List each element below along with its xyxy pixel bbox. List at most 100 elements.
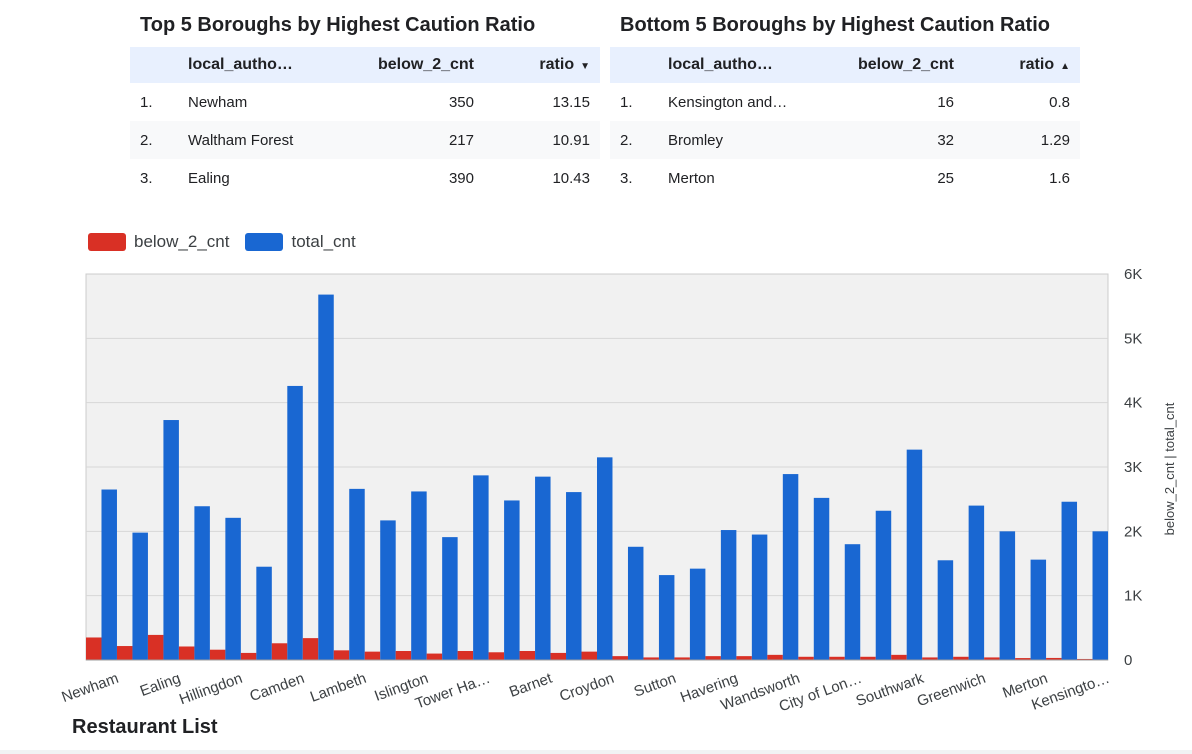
bar-total_cnt	[504, 500, 520, 660]
bar-total_cnt	[163, 420, 179, 660]
bar-total_cnt	[473, 475, 489, 660]
bar-total_cnt	[782, 474, 799, 660]
bar-below_2_cnt	[333, 650, 350, 660]
bar-below_2_cnt	[984, 657, 1000, 660]
row-ratio: 13.15	[552, 93, 590, 111]
x-tick-label: Croydon	[557, 670, 616, 705]
x-tick-label: Lambeth	[308, 670, 369, 706]
bar-below_2_cnt	[116, 646, 133, 660]
bar-total_cnt	[937, 560, 954, 660]
table-row: 1. Newham 350 13.15	[130, 83, 600, 121]
bar-total_cnt	[442, 537, 458, 660]
bar-below_2_cnt	[1046, 657, 1062, 660]
bar-below_2_cnt	[550, 652, 567, 660]
bar-below_2_cnt	[922, 657, 938, 660]
bar-total_cnt	[658, 575, 675, 660]
row-name: Bromley	[658, 121, 826, 159]
bar-total_cnt	[566, 492, 582, 660]
bar-total_cnt	[875, 510, 892, 660]
legend-swatch-blue	[245, 233, 284, 251]
column-header-ratio[interactable]: ratio ▲	[964, 47, 1080, 83]
row-rank: 3.	[140, 169, 153, 187]
bar-total_cnt	[132, 532, 148, 660]
top-table-title: Top 5 Boroughs by Highest Caution Ratio	[140, 14, 536, 36]
bar-below_2_cnt	[519, 650, 536, 660]
column-header-below-2-cnt[interactable]: below_2_cnt	[826, 47, 964, 83]
bottom-table-title: Bottom 5 Boroughs by Highest Caution Rat…	[620, 14, 1050, 36]
bar-below_2_cnt	[271, 643, 288, 660]
bar-total_cnt	[380, 520, 396, 660]
y-tick-label: 3K	[1124, 459, 1142, 476]
bar-below_2_cnt	[426, 653, 443, 660]
bar-below_2_cnt	[488, 652, 505, 660]
x-tick-label: Newham	[59, 670, 120, 706]
bar-total_cnt	[720, 530, 737, 660]
row-rank: 2.	[610, 121, 658, 159]
bar-total_cnt	[906, 449, 923, 660]
table-row: 3. Merton 25 1.6	[610, 159, 1080, 197]
row-rank: 3.	[620, 169, 633, 187]
y-tick-label: 2K	[1124, 523, 1142, 540]
bar-below_2_cnt	[674, 657, 690, 660]
row-ratio: 1.29	[964, 121, 1080, 159]
column-header-below-2-cnt[interactable]: below_2_cnt	[346, 47, 484, 83]
row-rank: 1.	[620, 93, 633, 111]
bar-total_cnt	[1061, 501, 1078, 660]
x-tick-label: Barnet	[507, 670, 555, 701]
bar-below_2_cnt	[1015, 658, 1031, 660]
row-below: 217	[346, 121, 484, 159]
bar-total_cnt	[1092, 531, 1108, 660]
bar-below_2_cnt	[395, 650, 412, 660]
bar-below_2_cnt	[860, 656, 876, 660]
bar-below_2_cnt	[767, 654, 783, 660]
bottom-table: local_autho… below_2_cnt ratio ▲ 1. Kensi…	[610, 47, 1080, 197]
bar-below_2_cnt	[705, 656, 721, 660]
row-below: 25	[937, 169, 954, 187]
bar-below_2_cnt	[891, 654, 907, 660]
rank-header	[610, 47, 658, 83]
legend-item-total-cnt[interactable]: total_cnt	[245, 232, 356, 252]
top-table-panel: Top 5 Boroughs by Highest Caution Ratio …	[130, 14, 600, 197]
bar-total_cnt	[101, 489, 117, 660]
x-tick-label: Southwark	[854, 670, 927, 710]
row-rank: 2.	[130, 121, 178, 159]
legend-label: total_cnt	[291, 232, 356, 251]
table-row: 1. Kensington and… 16 0.8	[610, 83, 1080, 121]
row-name: Waltham Forest	[178, 121, 346, 159]
legend-item-below-2-cnt[interactable]: below_2_cnt	[88, 232, 229, 252]
bar-total_cnt	[194, 506, 210, 660]
bar-total_cnt	[689, 568, 706, 660]
column-header-local-authority[interactable]: local_autho…	[178, 47, 346, 83]
column-header-ratio[interactable]: ratio ▼	[484, 47, 600, 83]
bar-total_cnt	[813, 497, 830, 660]
table-row: 2. Waltham Forest 217 10.91	[130, 121, 600, 159]
bar-total_cnt	[627, 546, 644, 660]
x-tick-label: Camden	[248, 670, 307, 705]
row-ratio: 10.91	[484, 121, 600, 159]
row-rank: 1.	[140, 93, 153, 111]
x-tick-label: Sutton	[632, 670, 679, 701]
row-below: 390	[448, 169, 474, 187]
y-tick-label: 1K	[1124, 588, 1142, 605]
legend-label: below_2_cnt	[134, 232, 230, 251]
table-row: 2. Bromley 32 1.29	[610, 121, 1080, 159]
column-header-local-authority[interactable]: local_autho…	[658, 47, 826, 83]
restaurant-list-title: Restaurant List	[72, 716, 218, 738]
bar-total_cnt	[1030, 559, 1047, 660]
bar-below_2_cnt	[364, 651, 381, 660]
sort-asc-icon: ▲	[1060, 61, 1070, 72]
bar-below_2_cnt	[798, 656, 814, 660]
bar-below_2_cnt	[1077, 658, 1093, 660]
bar-total_cnt	[844, 544, 861, 660]
bar-total_cnt	[597, 457, 613, 660]
x-tick-label: Hillingdon	[177, 670, 245, 709]
bar-total_cnt	[318, 294, 334, 660]
row-below: 16	[937, 93, 954, 111]
bar-total_cnt	[225, 517, 241, 660]
bar-total_cnt	[999, 531, 1016, 660]
bar-below_2_cnt	[302, 638, 319, 660]
y-tick-label: 6K	[1124, 266, 1142, 283]
bar-below_2_cnt	[643, 657, 659, 660]
legend-swatch-red	[88, 233, 126, 251]
bar-below_2_cnt	[581, 651, 597, 660]
